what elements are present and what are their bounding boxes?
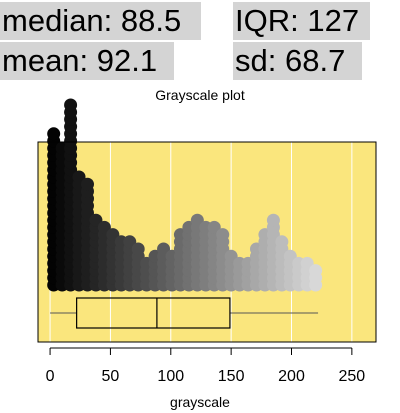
dot	[72, 170, 86, 184]
panel-border	[37, 141, 377, 343]
median-stat: median: 88.5	[0, 2, 201, 40]
x-axis-label: grayscale	[170, 394, 230, 410]
sd-label: sd:	[235, 43, 277, 78]
dot	[80, 177, 94, 191]
x-tick-label: 200	[278, 368, 305, 385]
dot	[224, 249, 238, 263]
dot	[216, 228, 230, 242]
dot	[157, 242, 171, 256]
dot	[89, 213, 103, 227]
boxplot-box	[76, 297, 231, 329]
sd-value: 68.7	[284, 43, 346, 78]
dot	[106, 228, 120, 242]
x-tick-label: 250	[339, 368, 366, 385]
iqr-stat: IQR: 127	[233, 2, 370, 40]
mean-label: mean:	[2, 43, 89, 78]
dot	[300, 256, 314, 270]
mean-stat: mean: 92.1	[0, 42, 174, 80]
dot	[283, 249, 297, 263]
dot	[309, 264, 323, 278]
x-tick-label: 0	[46, 368, 55, 385]
dot	[275, 235, 289, 249]
sd-stat: sd: 68.7	[233, 42, 362, 80]
x-tick-label: 150	[218, 368, 245, 385]
iqr-value: 127	[307, 3, 360, 38]
dot	[97, 220, 111, 234]
dot	[190, 213, 204, 227]
dot	[207, 220, 221, 234]
x-tick-label: 100	[157, 368, 184, 385]
dot	[47, 127, 61, 141]
x-tick-label: 50	[102, 368, 120, 385]
mean-value: 92.1	[96, 43, 158, 78]
dot	[123, 235, 137, 249]
iqr-label: IQR:	[235, 3, 299, 38]
dot	[64, 98, 78, 112]
plot-panel	[37, 98, 377, 343]
dot	[266, 213, 280, 227]
x-axis: 0 50 100 150 200 250	[46, 347, 366, 385]
chart-title: Grayscale plot	[155, 87, 245, 103]
dot	[131, 242, 145, 256]
median-value: 88.5	[120, 3, 182, 38]
median-label: median:	[2, 3, 113, 38]
